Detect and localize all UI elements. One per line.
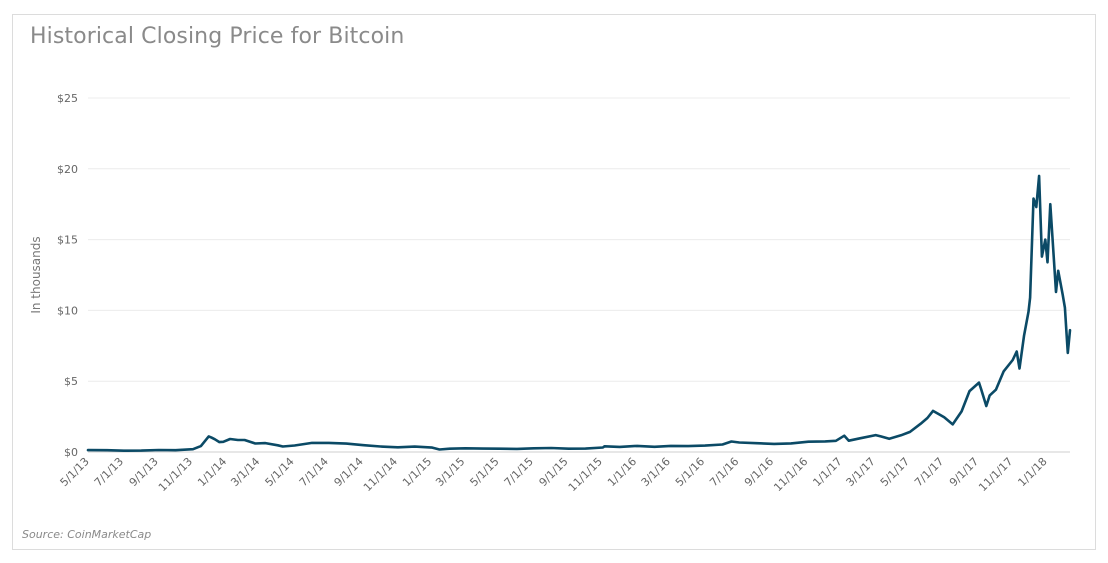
y-tick-labels: $0 $5 $10 $15 $20 $25 xyxy=(57,92,78,459)
chart-card xyxy=(12,14,1096,550)
x-tick-label: 5/1/17 xyxy=(878,455,912,489)
x-tick-label: 11/1/16 xyxy=(771,455,810,494)
x-tick-label: 1/1/16 xyxy=(605,455,639,489)
x-tick-label: 3/1/15 xyxy=(433,455,467,489)
x-tick-label: 5/1/13 xyxy=(58,455,92,489)
y-tick-label: $5 xyxy=(64,375,78,388)
x-tick-label: 7/1/16 xyxy=(707,455,741,489)
x-tick-label: 11/1/13 xyxy=(156,455,195,494)
x-tick-label: 5/1/14 xyxy=(263,455,297,489)
grid-lines xyxy=(88,97,1070,453)
y-tick-label: $20 xyxy=(57,163,78,176)
y-tick-label: $0 xyxy=(64,446,78,459)
x-tick-label: 1/1/15 xyxy=(400,455,434,489)
x-tick-label: 3/1/16 xyxy=(639,455,673,489)
x-tick-label: 11/1/14 xyxy=(361,455,400,494)
y-tick-label: $15 xyxy=(57,234,78,247)
x-tick-label: 5/1/15 xyxy=(467,455,501,489)
x-tick-label: 11/1/15 xyxy=(566,455,605,494)
source-note: Source: CoinMarketCap xyxy=(22,528,152,541)
series-line-0 xyxy=(86,174,1072,453)
x-tick-label: 3/1/17 xyxy=(844,455,878,489)
y-tick-label: $25 xyxy=(57,92,78,105)
x-tick-label: 7/1/15 xyxy=(502,455,536,489)
chart-title: Historical Closing Price for Bitcoin xyxy=(30,24,405,49)
x-tick-label: 3/1/14 xyxy=(228,455,262,489)
x-tick-label: 7/1/14 xyxy=(297,455,331,489)
x-tick-label: 11/1/17 xyxy=(976,455,1015,494)
x-tick-label: 5/1/16 xyxy=(673,455,707,489)
series-layer xyxy=(86,174,1072,453)
y-axis-label: In thousands xyxy=(29,236,43,313)
x-tick-label: 1/1/17 xyxy=(811,455,845,489)
x-tick-label: 7/1/17 xyxy=(912,455,946,489)
x-tick-label: 7/1/13 xyxy=(92,455,126,489)
x-tick-label: 1/1/14 xyxy=(195,455,229,489)
y-tick-label: $10 xyxy=(57,304,78,317)
x-tick-label: 1/1/18 xyxy=(1015,455,1049,489)
